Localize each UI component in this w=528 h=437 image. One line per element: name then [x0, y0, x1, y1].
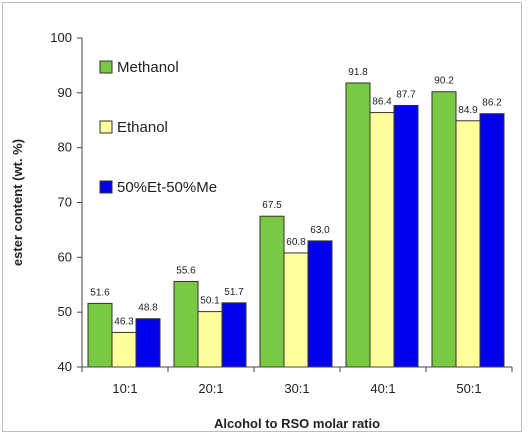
bar	[135, 318, 161, 368]
legend-label: Methanol	[117, 59, 179, 76]
y-tick-label: 90	[58, 85, 72, 100]
bar	[369, 112, 395, 368]
x-tick-label: 10:1	[112, 381, 137, 396]
chart-frame	[2, 2, 522, 432]
y-axis-title: ester content (wt. %)	[10, 139, 25, 266]
data-label: 67.5	[262, 200, 282, 211]
data-label: 60.8	[286, 237, 306, 248]
bar	[393, 104, 419, 368]
y-tick-label: 70	[58, 195, 72, 210]
data-label: 48.8	[138, 303, 158, 314]
bar	[307, 240, 333, 368]
bar	[259, 215, 285, 368]
data-label: 51.6	[90, 287, 110, 298]
bar	[221, 302, 247, 368]
legend-swatch	[99, 120, 113, 134]
y-tick-label: 100	[50, 30, 72, 45]
bar	[455, 120, 481, 368]
legend-swatch	[99, 60, 113, 74]
data-label: 50.1	[200, 296, 220, 307]
legend: Methanol Ethanol 50%Et-50%Me	[99, 59, 217, 196]
data-label: 51.7	[224, 287, 244, 298]
bar	[283, 252, 309, 368]
data-label: 84.9	[458, 105, 478, 116]
data-label: 46.3	[114, 316, 134, 327]
bar	[87, 302, 113, 368]
data-label: 86.4	[372, 97, 392, 108]
x-tick-label: 30:1	[284, 381, 309, 396]
bar	[111, 331, 137, 368]
x-tick-label: 50:1	[456, 381, 481, 396]
data-label: 86.2	[482, 98, 502, 109]
data-labels-group: 51.6 46.3 48.8 55.6 50.1 51.7 67.5 60.8 63.0 91.8…	[90, 67, 502, 327]
legend-swatch	[99, 180, 113, 194]
legend-label: 50%Et-50%Me	[117, 179, 217, 196]
data-label: 87.7	[396, 89, 416, 100]
data-label: 55.6	[176, 265, 196, 276]
y-tick-label: 40	[58, 359, 72, 374]
bar	[345, 82, 371, 368]
y-axis-ticks: 40 50 60 70 80 90 100	[50, 30, 82, 374]
y-tick-label: 80	[58, 140, 72, 155]
data-label: 63.0	[310, 225, 330, 236]
x-axis-ticks: 10:1 20:1 30:1 40:1 50:1	[81, 367, 513, 396]
bar	[173, 280, 199, 368]
legend-label: Ethanol	[117, 119, 168, 136]
data-label: 90.2	[434, 76, 454, 87]
x-axis-title: Alcohol to RSO molar ratio	[214, 416, 380, 431]
bar	[431, 91, 457, 368]
x-tick-label: 20:1	[198, 381, 223, 396]
y-tick-label: 60	[58, 249, 72, 264]
bar	[479, 113, 505, 368]
y-tick-label: 50	[58, 304, 72, 319]
x-tick-label: 40:1	[370, 381, 395, 396]
data-label: 91.8	[348, 67, 368, 78]
bar	[197, 311, 223, 368]
